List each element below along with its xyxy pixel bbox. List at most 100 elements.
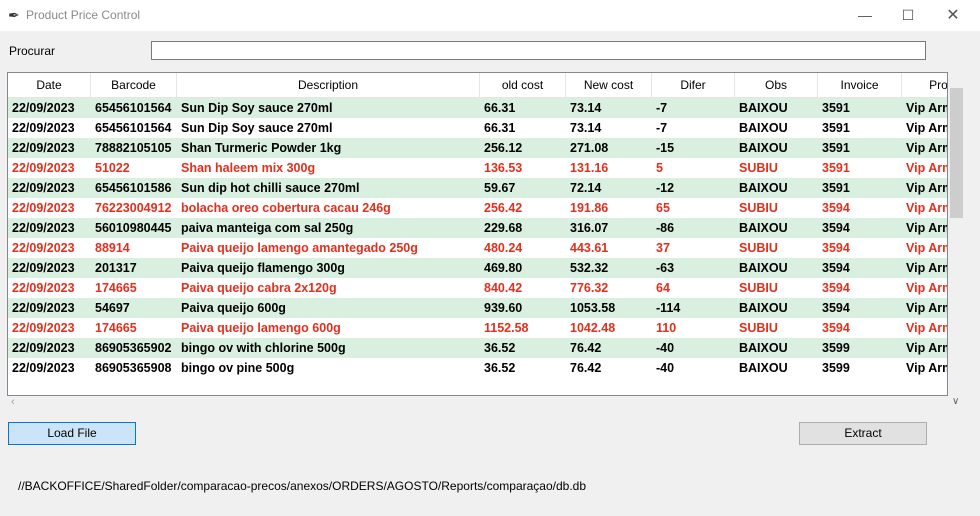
cell-description: Sun Dip Soy sauce 270ml — [181, 121, 333, 135]
column-header-difer[interactable]: Difer — [652, 73, 735, 97]
database-path: //BACKOFFICE/SharedFolder/comparacao-pre… — [18, 479, 587, 493]
chevron-down-icon[interactable]: ∨ — [952, 396, 960, 407]
cell-invoice: 3594 — [822, 221, 850, 235]
cell-barcode: 65456101564 — [95, 121, 172, 135]
cell-old-cost: 59.67 — [484, 181, 516, 195]
cell-old-cost: 939.60 — [484, 301, 523, 315]
close-button[interactable]: ✕ — [946, 7, 960, 24]
cell-old-cost: 66.31 — [484, 121, 516, 135]
chevron-left-icon[interactable]: ‹ — [11, 396, 15, 408]
table-row[interactable]: 22/09/2023 201317 Paiva queijo flamengo 30… — [8, 258, 947, 278]
maximize-button[interactable]: ☐ — [901, 7, 915, 23]
cell-date: 22/09/2023 — [12, 121, 75, 135]
column-header-barcode[interactable]: Barcode — [91, 73, 177, 97]
cell-invoice: 3599 — [822, 341, 850, 355]
cell-difer: -40 — [656, 341, 675, 355]
cell-old-cost: 1152.58 — [484, 321, 529, 335]
cell-new-cost: 73.14 — [570, 101, 602, 115]
cell-description: Shan haleem mix 300g — [181, 161, 316, 175]
cell-provider: Vip Armazem — [906, 361, 947, 375]
cell-difer: -15 — [656, 141, 675, 155]
cell-old-cost: 66.31 — [484, 101, 516, 115]
cell-difer: 64 — [656, 281, 670, 295]
table-row[interactable]: 22/09/2023 65456101564 Sun Dip Soy sauce 2… — [8, 98, 947, 118]
cell-obs: BAIXOU — [739, 301, 788, 315]
column-header-date[interactable]: Date — [8, 73, 91, 97]
column-header-description[interactable]: Description — [177, 73, 480, 97]
cell-obs: BAIXOU — [739, 141, 788, 155]
cell-new-cost: 76.42 — [570, 361, 602, 375]
cell-description: bingo ov with chlorine 500g — [181, 341, 346, 355]
scrollbar-thumb[interactable] — [950, 88, 963, 218]
cell-provider: Vip Armazem — [906, 341, 947, 355]
cell-new-cost: 1053.58 — [570, 301, 616, 315]
cell-invoice: 3591 — [822, 121, 850, 135]
cell-invoice: 3591 — [822, 161, 850, 175]
cell-barcode: 56010980445 — [95, 221, 172, 235]
price-table[interactable]: Date Barcode Description old cost New co… — [7, 72, 948, 396]
load-file-button[interactable]: Load File — [8, 422, 136, 445]
column-header-new-cost[interactable]: New cost — [566, 73, 652, 97]
cell-barcode: 174665 — [95, 321, 137, 335]
table-row[interactable]: 22/09/2023 86905365908 bingo ov pine 500g 3… — [8, 358, 947, 378]
cell-provider: Vip Armazem — [906, 201, 947, 215]
cell-old-cost: 256.42 — [484, 201, 523, 215]
cell-date: 22/09/2023 — [12, 241, 75, 255]
cell-description: Paiva queijo cabra 2x120g — [181, 281, 337, 295]
cell-provider: Vip Armazem — [906, 321, 947, 335]
cell-barcode: 88914 — [95, 241, 130, 255]
cell-provider: Vip Armazem — [906, 241, 947, 255]
cell-difer: -7 — [656, 121, 668, 135]
cell-new-cost: 72.14 — [570, 181, 602, 195]
table-row[interactable]: 22/09/2023 88914 Paiva queijo lamengo aman… — [8, 238, 947, 258]
cell-difer: 110 — [656, 321, 677, 335]
cell-description: Paiva queijo flamengo 300g — [181, 261, 345, 275]
table-row[interactable]: 22/09/2023 174665 Paiva queijo lamengo 600… — [8, 318, 947, 338]
cell-obs: BAIXOU — [739, 341, 788, 355]
cell-old-cost: 840.42 — [484, 281, 523, 295]
vertical-scrollbar[interactable] — [948, 72, 965, 410]
table-row[interactable]: 22/09/2023 54697 Paiva queijo 600g 939.60 10… — [8, 298, 947, 318]
cell-description: Paiva queijo lamengo amantegado 250g — [181, 241, 418, 255]
table-row[interactable]: 22/09/2023 65456101586 Sun dip hot chilli … — [8, 178, 947, 198]
cell-new-cost: 316.07 — [570, 221, 609, 235]
cell-new-cost: 271.08 — [570, 141, 609, 155]
cell-description: Paiva queijo lamengo 600g — [181, 321, 341, 335]
table-header: Date Barcode Description old cost New co… — [8, 73, 947, 98]
table-row[interactable]: 22/09/2023 86905365902 bingo ov with chlor… — [8, 338, 947, 358]
table-row[interactable]: 22/09/2023 56010980445 paiva manteiga com … — [8, 218, 947, 238]
cell-difer: 5 — [656, 161, 663, 175]
table-row[interactable]: 22/09/2023 51022 Shan haleem mix 300g 136.5… — [8, 158, 947, 178]
search-input[interactable] — [151, 41, 926, 60]
cell-barcode: 76223004912 — [95, 201, 172, 215]
minimize-button[interactable]: — — [858, 7, 872, 23]
table-row[interactable]: 22/09/2023 65456101564 Sun Dip Soy sauce 2… — [8, 118, 947, 138]
cell-date: 22/09/2023 — [12, 221, 75, 235]
cell-obs: SUBIU — [739, 241, 778, 255]
cell-new-cost: 443.61 — [570, 241, 609, 255]
cell-obs: SUBIU — [739, 281, 778, 295]
cell-barcode: 65456101586 — [95, 181, 172, 195]
cell-invoice: 3591 — [822, 141, 850, 155]
cell-description: Sun Dip Soy sauce 270ml — [181, 101, 333, 115]
cell-barcode: 86905365902 — [95, 341, 172, 355]
column-header-provider[interactable]: Provider — [902, 73, 947, 97]
cell-invoice: 3594 — [822, 241, 850, 255]
cell-difer: 65 — [656, 201, 670, 215]
extract-button[interactable]: Extract — [799, 422, 927, 445]
column-header-obs[interactable]: Obs — [735, 73, 818, 97]
cell-provider: Vip Armazem — [906, 161, 947, 175]
column-header-old-cost[interactable]: old cost — [480, 73, 566, 97]
table-row[interactable]: 22/09/2023 78882105105 Shan Turmeric Powde… — [8, 138, 947, 158]
table-row[interactable]: 22/09/2023 76223004912 bolacha oreo cobert… — [8, 198, 947, 218]
cell-date: 22/09/2023 — [12, 301, 75, 315]
cell-provider: Vip Armazem — [906, 181, 947, 195]
cell-barcode: 51022 — [95, 161, 130, 175]
cell-date: 22/09/2023 — [12, 101, 75, 115]
cell-new-cost: 776.32 — [570, 281, 609, 295]
table-row[interactable]: 22/09/2023 174665 Paiva queijo cabra 2x120… — [8, 278, 947, 298]
cell-difer: 37 — [656, 241, 670, 255]
cell-provider: Vip Armazem — [906, 301, 947, 315]
column-header-invoice[interactable]: Invoice — [818, 73, 902, 97]
cell-new-cost: 76.42 — [570, 341, 602, 355]
